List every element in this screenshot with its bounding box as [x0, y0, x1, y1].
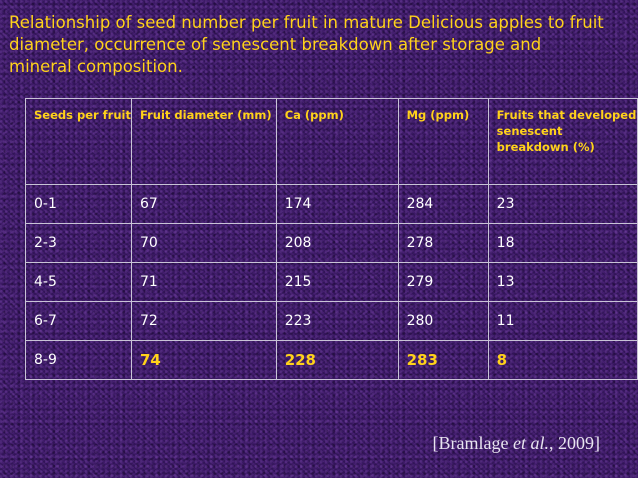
cell-ca: 174: [275, 184, 399, 224]
cell-diameter-highlight: 74: [131, 340, 277, 380]
cell-breakdown-highlight: 8: [487, 340, 638, 380]
header-senescent-breakdown: Fruits that developed senescent breakdow…: [487, 98, 638, 185]
cell-mg: 278: [397, 223, 489, 263]
citation-open: [Bramlage: [432, 433, 513, 453]
slide-title: Relationship of seed number per fruit in…: [9, 13, 604, 76]
data-table: Seeds per fruit Fruit diameter (mm) Ca (…: [25, 98, 638, 380]
cell-seeds: 2-3: [25, 223, 132, 263]
cell-mg: 284: [397, 184, 489, 224]
table-row-highlighted: 8-9 74 228 283 8: [25, 340, 638, 380]
cell-seeds: 6-7: [25, 301, 132, 341]
table-row: 4-5 71 215 279 13: [25, 262, 638, 302]
table-row: 6-7 72 223 280 11: [25, 301, 638, 341]
cell-breakdown: 18: [487, 223, 638, 263]
header-seeds-per-fruit: Seeds per fruit: [25, 98, 132, 185]
cell-ca: 223: [275, 301, 399, 341]
cell-mg: 279: [397, 262, 489, 302]
cell-mg-highlight: 283: [397, 340, 489, 380]
cell-breakdown: 23: [487, 184, 638, 224]
header-mg: Mg (ppm): [397, 98, 489, 185]
table-header-row: Seeds per fruit Fruit diameter (mm) Ca (…: [25, 98, 638, 185]
cell-seeds: 8-9: [25, 340, 132, 380]
cell-breakdown: 13: [487, 262, 638, 302]
citation: [Bramlage et al., 2009]: [433, 433, 600, 454]
citation-close: , 2009]: [549, 433, 600, 453]
cell-ca: 208: [275, 223, 399, 263]
cell-breakdown: 11: [487, 301, 638, 341]
cell-diameter: 70: [131, 223, 277, 263]
cell-mg: 280: [397, 301, 489, 341]
header-fruit-diameter: Fruit diameter (mm): [131, 98, 277, 185]
cell-ca: 215: [275, 262, 399, 302]
cell-seeds: 4-5: [25, 262, 132, 302]
cell-diameter: 71: [131, 262, 277, 302]
cell-seeds: 0-1: [25, 184, 132, 224]
cell-diameter: 72: [131, 301, 277, 341]
table-row: 0-1 67 174 284 23: [25, 184, 638, 224]
cell-diameter: 67: [131, 184, 277, 224]
cell-ca-highlight: 228: [275, 340, 399, 380]
header-ca: Ca (ppm): [275, 98, 399, 185]
citation-etal: et al.: [513, 433, 549, 453]
table-row: 2-3 70 208 278 18: [25, 223, 638, 263]
